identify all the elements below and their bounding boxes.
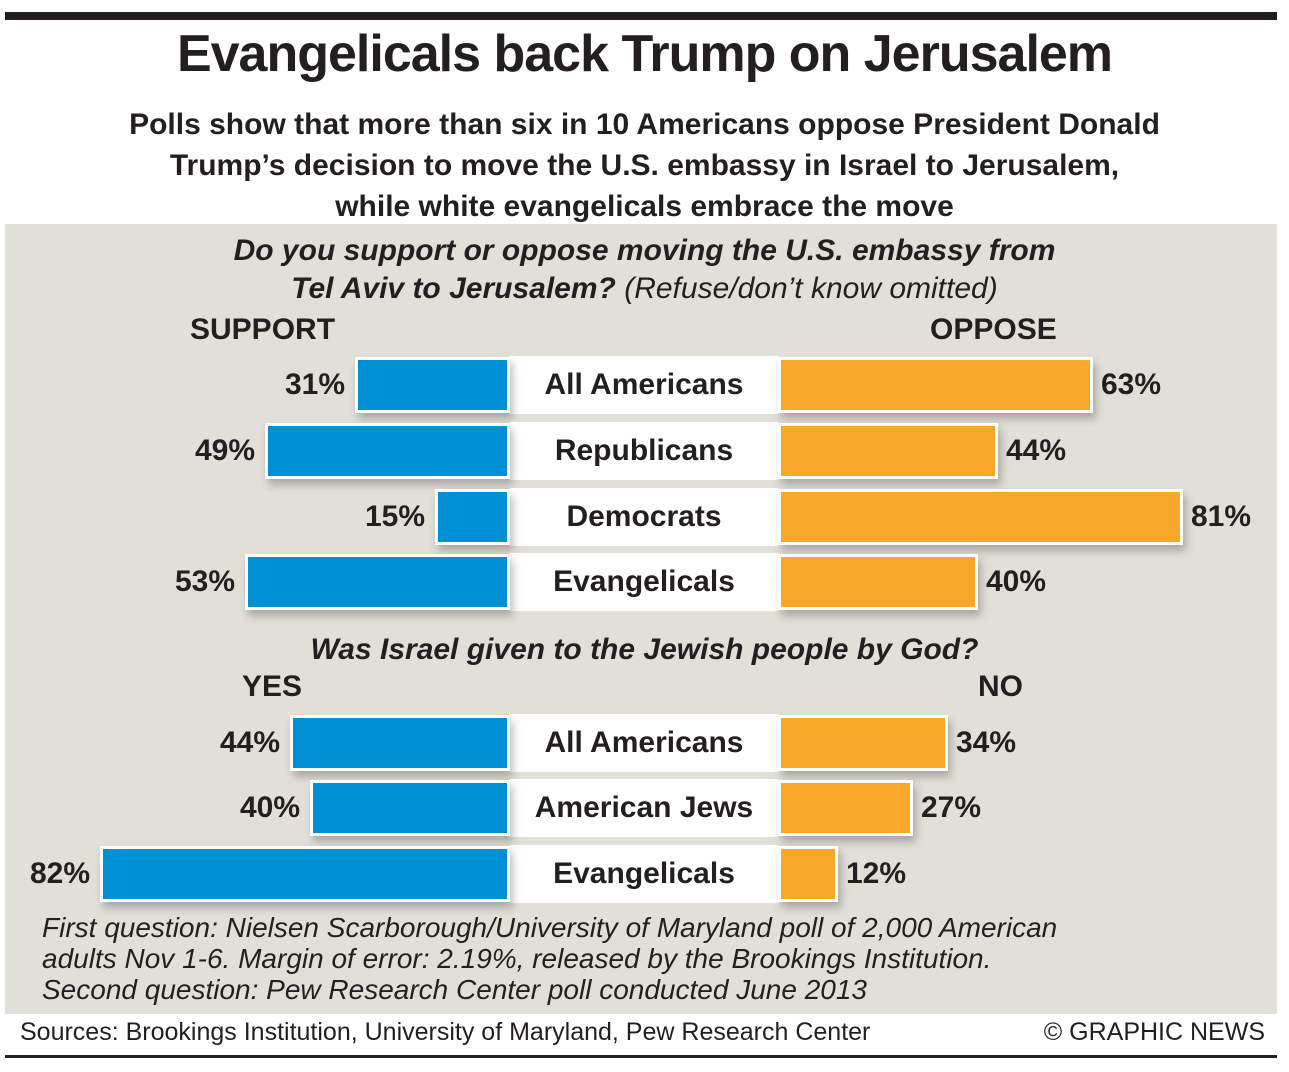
top-rule xyxy=(5,12,1277,20)
copyright: © GRAPHIC NEWS xyxy=(1043,1018,1265,1046)
value-label-no: 27% xyxy=(921,791,982,824)
category-label: Evangelicals xyxy=(510,845,778,903)
value-label-yes: 44% xyxy=(219,726,280,759)
subtitle-line: Polls show that more than six in 10 Amer… xyxy=(129,108,1160,141)
bar-yes xyxy=(290,715,510,771)
bar-no xyxy=(778,780,913,836)
subtitle-line: while white evangelicals embrace the mov… xyxy=(335,190,954,223)
bar-support xyxy=(435,489,510,545)
bottom-rule xyxy=(5,1055,1277,1058)
bar-oppose xyxy=(778,554,978,610)
question-1-title: Do you support or oppose moving the U.S.… xyxy=(233,234,1056,305)
value-label-yes: 82% xyxy=(29,857,90,890)
oppose-header: OPPOSE xyxy=(930,313,1057,346)
value-label-oppose: 63% xyxy=(1101,368,1162,401)
category-label: American Jews xyxy=(510,779,778,837)
yes-header: YES xyxy=(242,670,303,703)
methodology-note: First question: Nielsen Scarborough/Univ… xyxy=(42,912,1058,1005)
sources: Sources: Brookings Institution, Universi… xyxy=(20,1018,871,1046)
category-label: Republicans xyxy=(510,422,778,480)
subtitle-line: Trump’s decision to move the U.S. embass… xyxy=(169,149,1120,182)
bar-support xyxy=(265,423,510,479)
bar-oppose xyxy=(778,423,998,479)
chart-subtitle: Polls show that more than six in 10 Amer… xyxy=(0,104,1289,227)
value-label-support: 53% xyxy=(174,565,235,598)
question-2-title: Was Israel given to the Jewish people by… xyxy=(310,633,979,666)
support-header: SUPPORT xyxy=(190,313,336,346)
bar-no xyxy=(778,846,838,902)
chart-title: Evangelicals back Trump on Jerusalem xyxy=(176,25,1113,83)
value-label-oppose: 44% xyxy=(1006,434,1067,467)
bar-oppose xyxy=(778,357,1093,413)
category-label: Democrats xyxy=(510,488,778,546)
value-label-support: 31% xyxy=(284,368,345,401)
category-label: All Americans xyxy=(510,714,778,772)
value-label-oppose: 81% xyxy=(1191,500,1252,533)
bar-support xyxy=(355,357,510,413)
no-header: NO xyxy=(978,670,1023,703)
bar-support xyxy=(245,554,510,610)
bar-yes xyxy=(310,780,510,836)
bar-yes xyxy=(100,846,510,902)
value-label-no: 34% xyxy=(956,726,1017,759)
category-label: All Americans xyxy=(510,356,778,414)
bar-no xyxy=(778,715,948,771)
value-label-support: 15% xyxy=(364,500,425,533)
category-label: Evangelicals xyxy=(510,553,778,611)
value-label-yes: 40% xyxy=(239,791,300,824)
value-label-support: 49% xyxy=(194,434,255,467)
value-label-oppose: 40% xyxy=(986,565,1047,598)
value-label-no: 12% xyxy=(846,857,907,890)
bar-oppose xyxy=(778,489,1183,545)
